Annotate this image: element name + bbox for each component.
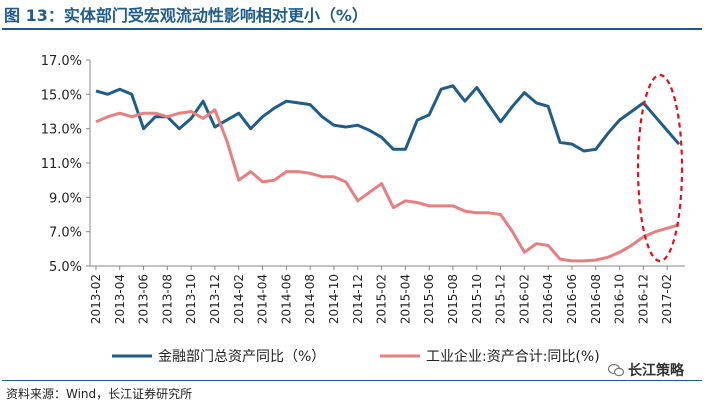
- x-tick-label: 2013-02: [89, 274, 103, 324]
- series-line-industrial-assets: [95, 108, 680, 263]
- y-tick-label: 9.0%: [49, 191, 82, 206]
- x-tick-label: 2015-10: [470, 274, 484, 324]
- x-tick-label: 2014-10: [327, 274, 341, 324]
- x-tick-label: 2017-02: [660, 274, 674, 324]
- x-tick-label: 2015-08: [446, 274, 460, 324]
- title-rule: [2, 28, 702, 30]
- series-group: [95, 84, 681, 263]
- x-tick-label: 2015-02: [375, 274, 389, 324]
- y-tick-label: 11.0%: [41, 157, 82, 172]
- highlight-ellipse: [636, 73, 684, 263]
- x-axis: 2013-02 2013-04 2013-06 2013-08 2013-10 2013-…: [89, 265, 685, 324]
- x-tick-label: 2016-08: [589, 274, 603, 324]
- bottom-rule: [2, 380, 702, 381]
- x-tick-label: 2015-04: [398, 274, 412, 324]
- series-line-financial-assets: [95, 84, 681, 153]
- legend-label: 工业企业:资产合计:同比(%): [426, 348, 600, 365]
- y-tick-label: 15.0%: [41, 88, 82, 103]
- x-tick-label: 2016-06: [565, 274, 579, 324]
- watermark-text: 长江策略: [628, 363, 684, 379]
- x-tick-label: 2014-08: [303, 274, 317, 324]
- x-tick-label: 2013-04: [113, 274, 127, 324]
- legend-label: 金融部门总资产同比（%）: [158, 349, 325, 365]
- x-tick-label: 2013-10: [184, 274, 198, 324]
- x-tick-label: 2016-04: [541, 274, 555, 324]
- x-tick-label: 2016-10: [613, 274, 627, 324]
- x-tick-label: 2014-06: [279, 274, 293, 324]
- x-tick-label: 2013-08: [160, 274, 174, 324]
- y-tick-label: 17.0%: [41, 54, 82, 69]
- x-tick-label: 2014-02: [232, 274, 246, 324]
- y-axis: 5.0% 7.0% 9.0% 11.0% 13.0% 15.0% 17.0%: [41, 54, 91, 275]
- source-note: 资料来源：Wind，长江证券研究所: [6, 387, 193, 401]
- y-tick-label: 5.0%: [49, 260, 82, 275]
- wechat-icon: [608, 363, 624, 377]
- x-tick-label: 2015-06: [422, 274, 436, 324]
- x-tick-label: 2014-12: [351, 274, 365, 324]
- legend: 金融部门总资产同比（%） 工业企业:资产合计:同比(%): [112, 348, 600, 365]
- x-tick-label: 2013-06: [137, 274, 151, 324]
- x-tick-label: 2015-12: [494, 274, 508, 324]
- x-tick-label: 2016-02: [517, 274, 531, 324]
- watermark: 长江策略: [608, 360, 684, 380]
- y-tick-label: 13.0%: [41, 123, 82, 138]
- x-tick-label: 2014-04: [256, 274, 270, 324]
- x-tick-label: 2016-12: [636, 274, 650, 324]
- y-tick-label: 7.0%: [49, 226, 82, 241]
- figure-title: 图 13：实体部门受宏观流动性影响相对更小（%）: [4, 6, 368, 25]
- x-tick-label: 2013-12: [208, 274, 222, 324]
